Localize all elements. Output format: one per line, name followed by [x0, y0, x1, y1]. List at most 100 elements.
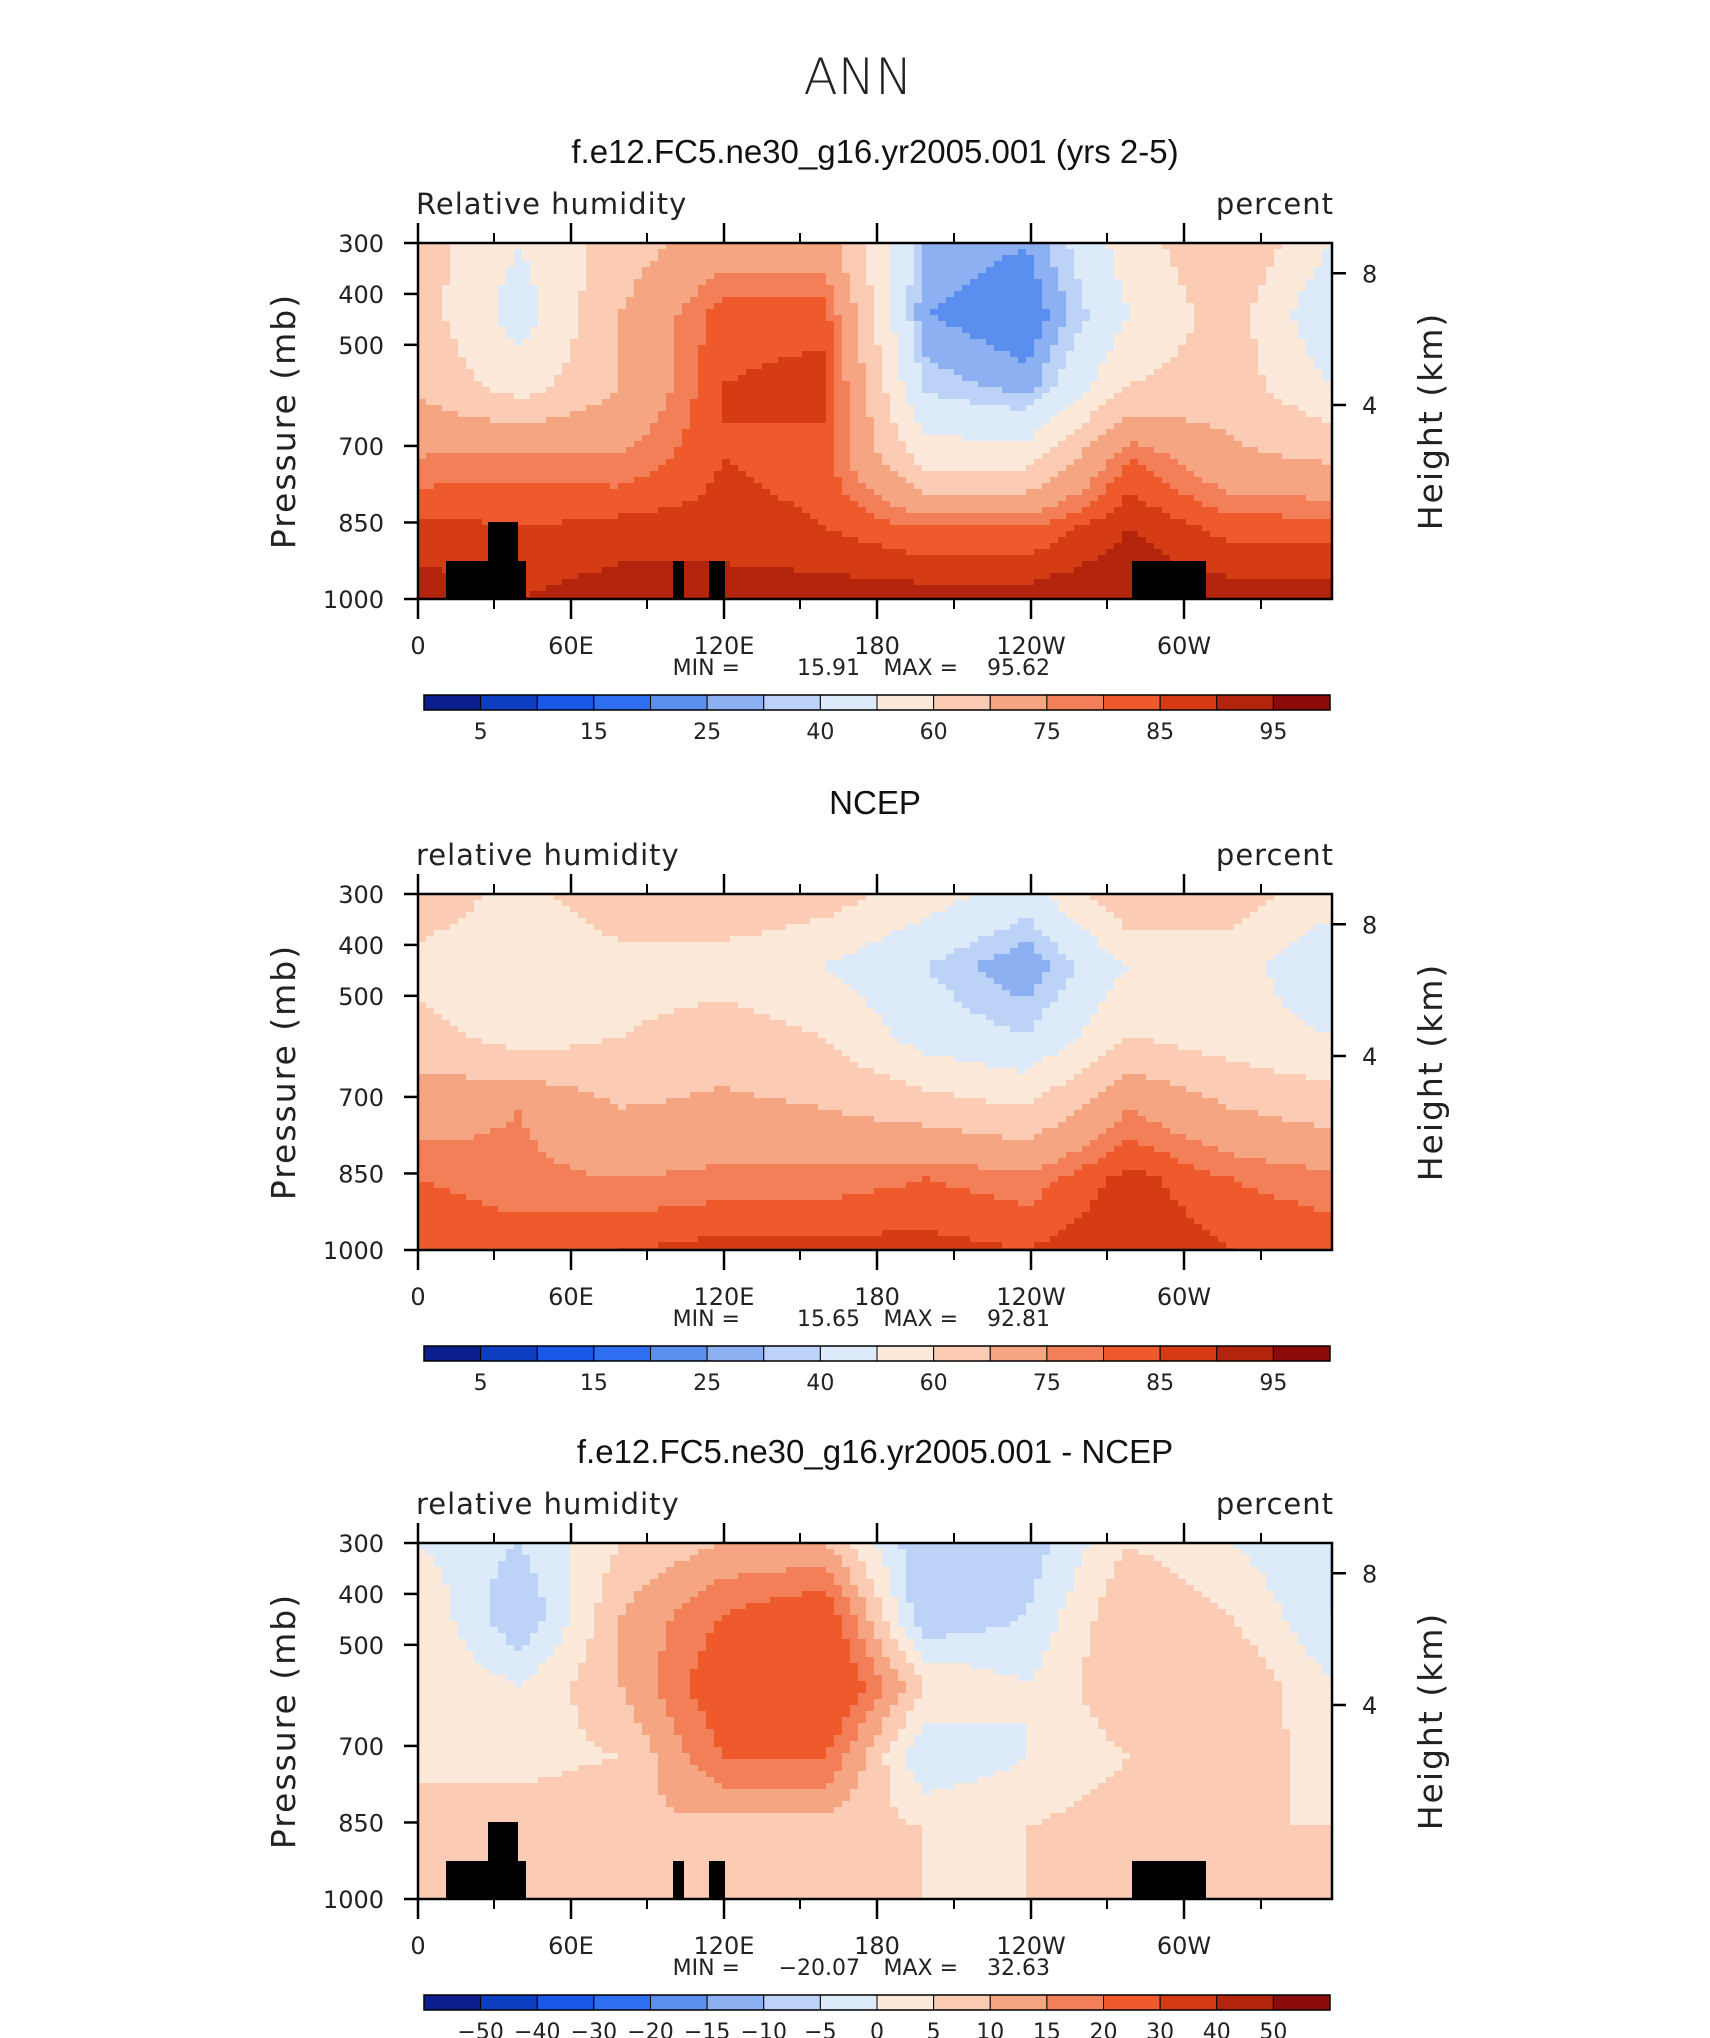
- heatmap-cell: [890, 363, 899, 370]
- heatmap-cell: [842, 327, 851, 334]
- heatmap-cell: [1178, 279, 1187, 286]
- heatmap-cell: [922, 459, 931, 466]
- heatmap-cell: [1314, 267, 1323, 274]
- heatmap-cell: [1258, 309, 1267, 316]
- heatmap-cell: [1130, 357, 1139, 364]
- heatmap-cell: [1034, 447, 1043, 454]
- heatmap-cell: [1314, 303, 1323, 310]
- heatmap-cell: [730, 393, 739, 400]
- heatmap-cell: [1098, 285, 1107, 292]
- heatmap-cell: [434, 453, 443, 460]
- heatmap-cell: [618, 261, 627, 268]
- heatmap-cell: [498, 387, 507, 394]
- heatmap-cell: [1066, 483, 1075, 490]
- heatmap-cell: [754, 273, 763, 280]
- heatmap-cell: [474, 387, 483, 394]
- heatmap-cell: [874, 483, 883, 490]
- heatmap-cell: [1250, 453, 1259, 460]
- heatmap-cell: [706, 441, 715, 448]
- heatmap-cell: [738, 447, 747, 454]
- heatmap-cell: [586, 405, 595, 412]
- heatmap-cell: [1314, 309, 1323, 316]
- heatmap-cell: [754, 327, 763, 334]
- heatmap-cell: [858, 327, 867, 334]
- heatmap-cell: [906, 405, 915, 412]
- heatmap-cell: [810, 309, 819, 316]
- heatmap-cell: [1282, 345, 1291, 352]
- heatmap-cell: [1234, 339, 1243, 346]
- heatmap-cell: [922, 471, 931, 478]
- heatmap-cell: [1026, 291, 1035, 298]
- heatmap-cell: [1042, 297, 1051, 304]
- heatmap-cell: [714, 399, 723, 406]
- heatmap-cell: [610, 345, 619, 352]
- heatmap-cell: [714, 309, 723, 316]
- heatmap-cell: [1074, 405, 1083, 412]
- heatmap-cell: [498, 327, 507, 334]
- heatmap-cell: [714, 369, 723, 376]
- heatmap-cell: [810, 291, 819, 298]
- heatmap-cell: [1098, 345, 1107, 352]
- heatmap-cell: [1130, 279, 1139, 286]
- heatmap-cell: [1306, 435, 1315, 442]
- heatmap-cell: [466, 483, 475, 490]
- heatmap-cell: [1074, 459, 1083, 466]
- heatmap-cell: [970, 399, 979, 406]
- heatmap-cell: [770, 345, 779, 352]
- heatmap-cell: [754, 441, 763, 448]
- heatmap-cell: [578, 465, 587, 472]
- heatmap-cell: [418, 267, 427, 274]
- heatmap-cell: [570, 351, 579, 358]
- heatmap-cell: [1082, 279, 1091, 286]
- heatmap-cell: [674, 303, 683, 310]
- heatmap-cell: [498, 261, 507, 268]
- heatmap-cell: [1194, 435, 1203, 442]
- heatmap-cell: [466, 489, 475, 496]
- heatmap-cell: [1106, 369, 1115, 376]
- heatmap-cell: [426, 483, 435, 490]
- heatmap-cell: [1170, 357, 1179, 364]
- heatmap-cell: [626, 423, 635, 430]
- heatmap-cell: [1018, 477, 1027, 484]
- heatmap-cell: [1226, 327, 1235, 334]
- heatmap-cell: [762, 387, 771, 394]
- heatmap-cell: [1106, 303, 1115, 310]
- heatmap-cell: [994, 453, 1003, 460]
- heatmap-cell: [842, 429, 851, 436]
- heatmap-cell: [850, 303, 859, 310]
- heatmap-cell: [778, 501, 787, 508]
- heatmap-cell: [562, 393, 571, 400]
- heatmap-cell: [1290, 453, 1299, 460]
- heatmap-cell: [1010, 249, 1019, 256]
- heatmap-cell: [962, 327, 971, 334]
- heatmap-cell: [1314, 429, 1323, 436]
- heatmap-cell: [1058, 345, 1067, 352]
- heatmap-cell: [922, 291, 931, 298]
- heatmap-cell: [506, 321, 515, 328]
- heatmap-cell: [474, 381, 483, 388]
- heatmap-cell: [554, 375, 563, 382]
- heatmap-cell: [602, 447, 611, 454]
- heatmap-cell: [730, 273, 739, 280]
- heatmap-cell: [970, 369, 979, 376]
- heatmap-cell: [1010, 339, 1019, 346]
- heatmap-cell: [1082, 339, 1091, 346]
- heatmap-cell: [1058, 321, 1067, 328]
- heatmap-cell: [1114, 291, 1123, 298]
- heatmap-cell: [1258, 255, 1267, 262]
- heatmap-cell: [1170, 369, 1179, 376]
- heatmap-cell: [826, 483, 835, 490]
- heatmap-cell: [738, 471, 747, 478]
- heatmap-cell: [1026, 489, 1035, 496]
- heatmap-cell: [666, 315, 675, 322]
- heatmap-cell: [842, 315, 851, 322]
- heatmap-cell: [1114, 447, 1123, 454]
- heatmap-cell: [722, 249, 731, 256]
- heatmap-cell: [442, 291, 451, 298]
- heatmap-cell: [706, 297, 715, 304]
- heatmap-cell: [1258, 315, 1267, 322]
- heatmap-cell: [978, 369, 987, 376]
- heatmap-cell: [1154, 411, 1163, 418]
- heatmap-cell: [1114, 417, 1123, 424]
- heatmap-cell: [482, 489, 491, 496]
